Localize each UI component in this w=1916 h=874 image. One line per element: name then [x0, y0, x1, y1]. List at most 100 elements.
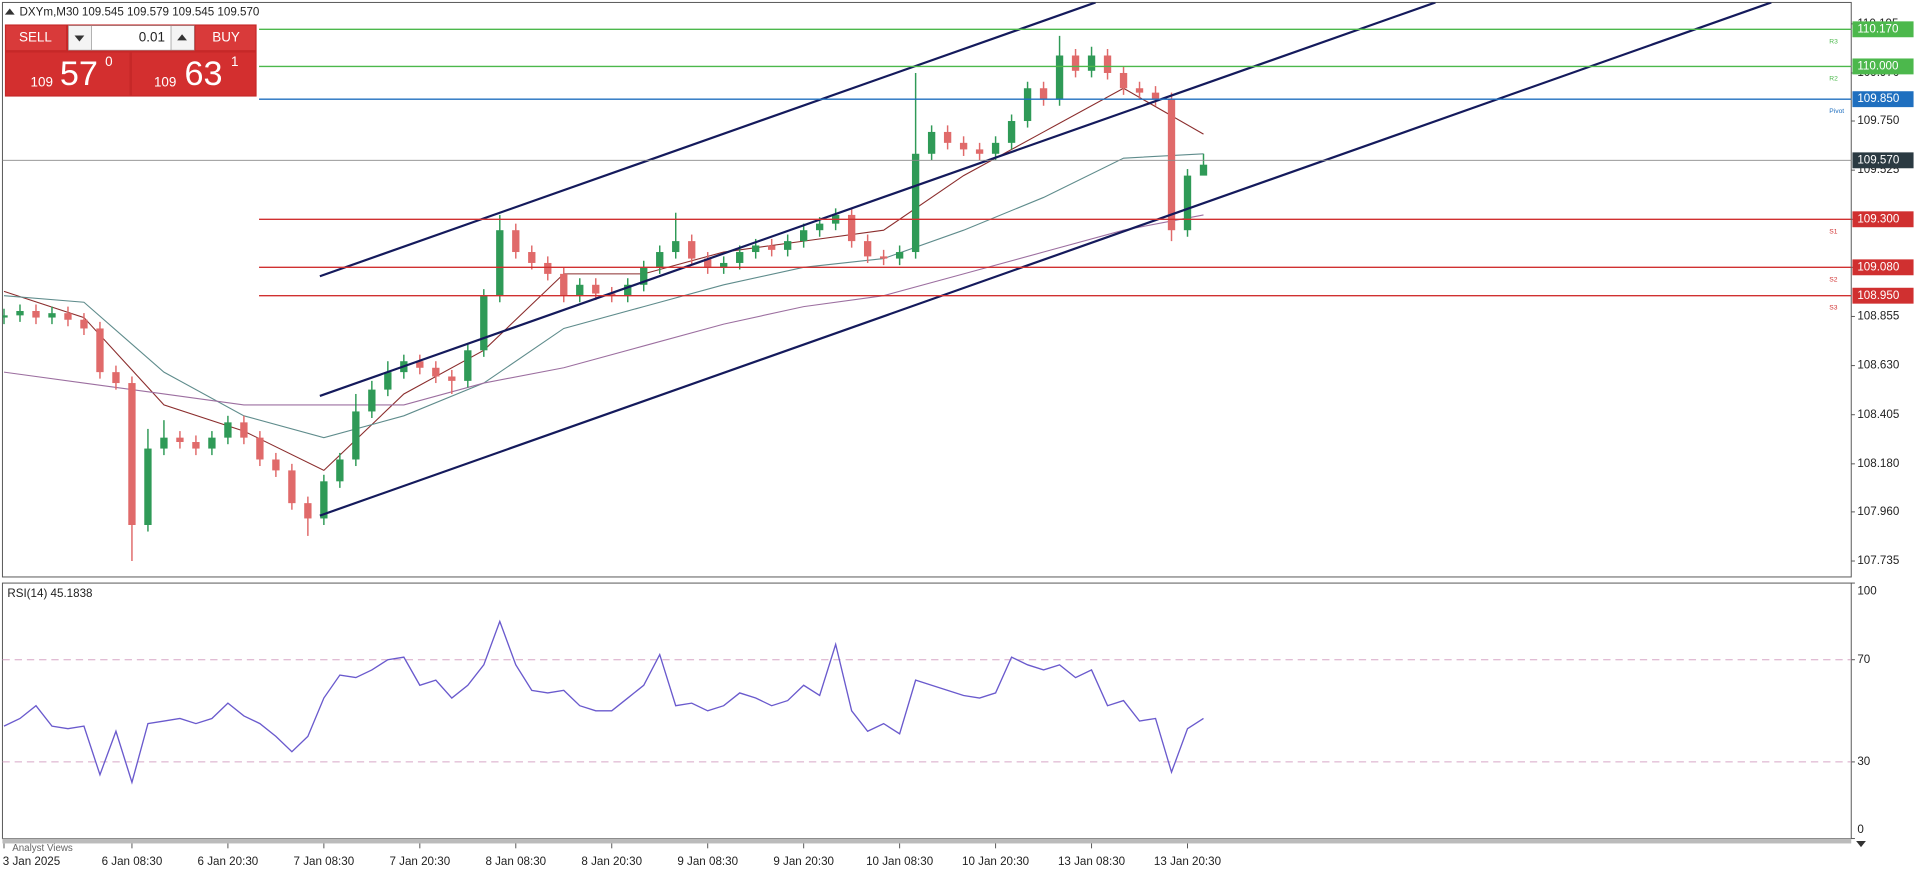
candle-body — [863, 241, 872, 257]
candle-body — [288, 470, 296, 504]
level-tag-label: 108.950 — [1857, 289, 1899, 302]
candle-body — [224, 422, 232, 438]
candle-body — [1071, 55, 1080, 71]
candle-body — [80, 319, 88, 329]
candle-body — [320, 481, 328, 519]
arrow-up — [177, 34, 187, 41]
ask-big: 109 — [154, 75, 176, 90]
candle-body — [16, 310, 24, 316]
buy-button[interactable] — [195, 25, 256, 51]
x-tick-label: 13 Jan 20:30 — [1154, 855, 1221, 868]
bid-main: 57 — [60, 55, 98, 93]
plot-area — [2, 2, 1772, 562]
candle-body — [1167, 99, 1176, 231]
ask-box[interactable] — [131, 52, 256, 96]
candle-body — [512, 230, 520, 253]
current-price-label: 109.570 — [1857, 153, 1899, 166]
trendline — [319, 2, 1772, 517]
candle-body — [2, 315, 8, 318]
candle-body — [112, 372, 120, 384]
sell-button[interactable] — [6, 25, 66, 51]
collapse-icon[interactable] — [4, 8, 15, 15]
quote: 109.545 109.579 109.545 109.570 — [82, 5, 260, 18]
buy-label: BUY — [212, 29, 240, 44]
scroll-icon[interactable] — [1856, 840, 1866, 848]
candle-body — [160, 437, 168, 449]
rsi-line — [3, 619, 1204, 785]
candle-body — [528, 252, 536, 263]
y-tick-label: 108.405 — [1857, 408, 1899, 421]
trade-panel: SELL 0.01 BUY 109 57 0 109 63 1 — [4, 24, 257, 97]
candle-body — [592, 284, 600, 294]
ma-group — [3, 214, 1204, 406]
candle-body — [304, 503, 312, 519]
bid-box[interactable] — [6, 52, 130, 96]
candle-body — [144, 448, 152, 525]
candle-body — [895, 252, 904, 259]
y-tick-label: 108.180 — [1857, 457, 1899, 470]
level-tag — [1852, 259, 1914, 276]
ma-group — [3, 153, 1204, 439]
y-tick-label: 108.855 — [1857, 310, 1899, 323]
level-name: S2 — [1829, 276, 1837, 283]
candle-body — [943, 131, 952, 143]
candle-body — [272, 459, 280, 471]
candle-body — [688, 241, 696, 259]
x-tick-label: 8 Jan 20:30 — [581, 855, 642, 868]
candle-body — [48, 313, 56, 318]
y-tick-label: 0 — [1857, 823, 1863, 836]
candle-body — [959, 142, 968, 150]
candle-body — [368, 389, 376, 412]
x-tick-label: 10 Jan 08:30 — [866, 855, 933, 868]
candle-body — [32, 310, 40, 318]
candle-body — [608, 293, 616, 296]
x-tick-label: 7 Jan 20:30 — [389, 855, 450, 868]
volume-input[interactable] — [91, 25, 172, 51]
symbol: DXYm,M30 — [20, 5, 79, 18]
level-tag-label: 110.170 — [1857, 22, 1898, 35]
y-tick-label: 109.750 — [1857, 114, 1899, 127]
candle-body — [991, 142, 1000, 154]
level-tag — [1852, 211, 1914, 228]
candle-body — [1023, 88, 1032, 122]
panel-divider — [2, 838, 1852, 844]
candle-body — [640, 267, 648, 285]
candle-body — [240, 422, 248, 438]
candle-body — [96, 328, 104, 373]
footer-tab[interactable]: Analyst Views — [12, 843, 73, 854]
level-name: R2 — [1829, 75, 1838, 82]
candle-body — [1135, 88, 1144, 93]
ask-pip: 1 — [231, 54, 238, 69]
candle-body — [672, 241, 680, 253]
candle-body — [1183, 175, 1192, 231]
y-tick-label: 107.960 — [1857, 505, 1899, 518]
x-tick-label: 13 Jan 08:30 — [1058, 855, 1125, 868]
candle-body — [464, 350, 472, 381]
price-panel — [1, 1, 1852, 578]
x-tick-label: 7 Jan 08:30 — [294, 855, 355, 868]
y-tick-label: 107.735 — [1857, 554, 1899, 567]
x-tick-label: 9 Jan 08:30 — [677, 855, 738, 868]
candle-body — [176, 437, 184, 443]
candle-body — [544, 262, 552, 274]
candle-body — [1007, 121, 1016, 143]
x-tick-label: 6 Jan 08:30 — [102, 855, 163, 868]
level-name: S3 — [1829, 305, 1837, 312]
current-price-tag — [1852, 152, 1914, 169]
candle-body — [768, 245, 776, 250]
candle-body — [352, 411, 360, 460]
ask-main: 63 — [185, 55, 223, 93]
level-name: S1 — [1829, 228, 1837, 235]
level-tag-label: 109.300 — [1857, 212, 1899, 225]
candle-body — [879, 256, 888, 259]
rsi-title: RSI(14) 45.1838 — [7, 587, 92, 600]
candle-body — [847, 214, 856, 242]
moving-average — [3, 214, 1204, 406]
candle-body — [208, 437, 216, 449]
x-tick-label: 10 Jan 20:30 — [962, 855, 1029, 868]
candle-body — [432, 367, 440, 377]
candle-body — [815, 223, 824, 231]
level-tag — [1852, 287, 1914, 304]
volume-value: 0.01 — [139, 29, 165, 44]
